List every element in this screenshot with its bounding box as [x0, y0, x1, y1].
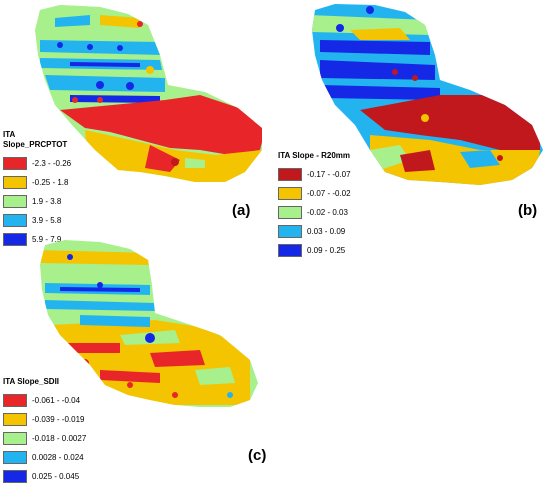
- legend-b: ITA Slope - R20mm -0.17 - -0.07 -0.07 - …: [278, 151, 398, 260]
- legend-a-title-line1: ITA: [3, 130, 16, 139]
- legend-swatch: [278, 225, 302, 238]
- legend-swatch: [3, 195, 27, 208]
- legend-b-item-1: -0.17 - -0.07: [278, 165, 398, 184]
- legend-label: 0.03 - 0.09: [307, 226, 346, 236]
- legend-b-item-3: -0.02 - 0.03: [278, 203, 398, 222]
- legend-swatch: [3, 176, 27, 189]
- legend-c-item-1: -0.061 - -0.04: [3, 391, 123, 410]
- legend-a-item-3: 1.9 - 3.8: [3, 192, 123, 211]
- legend-swatch: [278, 187, 302, 200]
- legend-b-item-2: -0.07 - -0.02: [278, 184, 398, 203]
- legend-label: -2.3 - -0.26: [32, 158, 72, 168]
- legend-label: 5.9 - 7.9: [32, 234, 62, 244]
- legend-swatch: [3, 451, 27, 464]
- legend-a-item-1: -2.3 - -0.26: [3, 154, 123, 173]
- legend-b-item-5: 0.09 - 0.25: [278, 241, 398, 260]
- legend-label: -0.018 - 0.0027: [32, 433, 87, 443]
- legend-swatch: [3, 214, 27, 227]
- legend-swatch: [278, 168, 302, 181]
- legend-c-item-3: -0.018 - 0.0027: [3, 429, 123, 448]
- panel-letter-a: (a): [232, 202, 251, 219]
- legend-c-item-2: -0.039 - -0.019: [3, 410, 123, 429]
- legend-c-title: ITA Slope_SDII: [3, 377, 60, 386]
- legend-a: ITA Slope_PRCPTOT -2.3 - -0.26 -0.25 - 1…: [3, 130, 123, 249]
- legend-label: -0.061 - -0.04: [32, 395, 81, 405]
- map-c: [40, 240, 258, 407]
- legend-swatch: [278, 244, 302, 257]
- legend-swatch: [3, 413, 27, 426]
- legend-label: 0.09 - 0.25: [307, 245, 346, 255]
- legend-label: 0.0028 - 0.024: [32, 452, 84, 462]
- legend-swatch: [278, 206, 302, 219]
- legend-c: ITA Slope_SDII -0.061 - -0.04 -0.039 - -…: [3, 377, 123, 486]
- legend-label: -0.07 - -0.02: [307, 188, 351, 198]
- legend-swatch: [3, 394, 27, 407]
- legend-c-item-5: 0.025 - 0.045: [3, 467, 123, 486]
- legend-a-item-4: 3.9 - 5.8: [3, 211, 123, 230]
- legend-label: 3.9 - 5.8: [32, 215, 62, 225]
- panel-letter-b: (b): [518, 202, 538, 219]
- map-panel-c: [0, 235, 275, 410]
- map-a: [35, 5, 262, 182]
- legend-a-item-2: -0.25 - 1.8: [3, 173, 123, 192]
- legend-label: -0.02 - 0.03: [307, 207, 348, 217]
- legend-swatch: [3, 432, 27, 445]
- legend-c-item-4: 0.0028 - 0.024: [3, 448, 123, 467]
- legend-b-title: ITA Slope - R20mm: [278, 151, 351, 160]
- legend-a-title-line2: Slope_PRCPTOT: [3, 140, 68, 149]
- legend-b-item-4: 0.03 - 0.09: [278, 222, 398, 241]
- legend-a-item-5: 5.9 - 7.9: [3, 230, 123, 249]
- legend-swatch: [3, 157, 27, 170]
- legend-swatch: [3, 233, 27, 246]
- legend-label: 0.025 - 0.045: [32, 471, 80, 481]
- legend-label: 1.9 - 3.8: [32, 196, 62, 206]
- map-panel-a: [0, 0, 275, 230]
- legend-label: -0.17 - -0.07: [307, 169, 351, 179]
- map-panel-b: [300, 0, 550, 230]
- legend-label: -0.25 - 1.8: [32, 177, 69, 187]
- panel-letter-c: (c): [248, 447, 267, 464]
- map-b: [312, 4, 543, 185]
- legend-label: -0.039 - -0.019: [32, 414, 85, 424]
